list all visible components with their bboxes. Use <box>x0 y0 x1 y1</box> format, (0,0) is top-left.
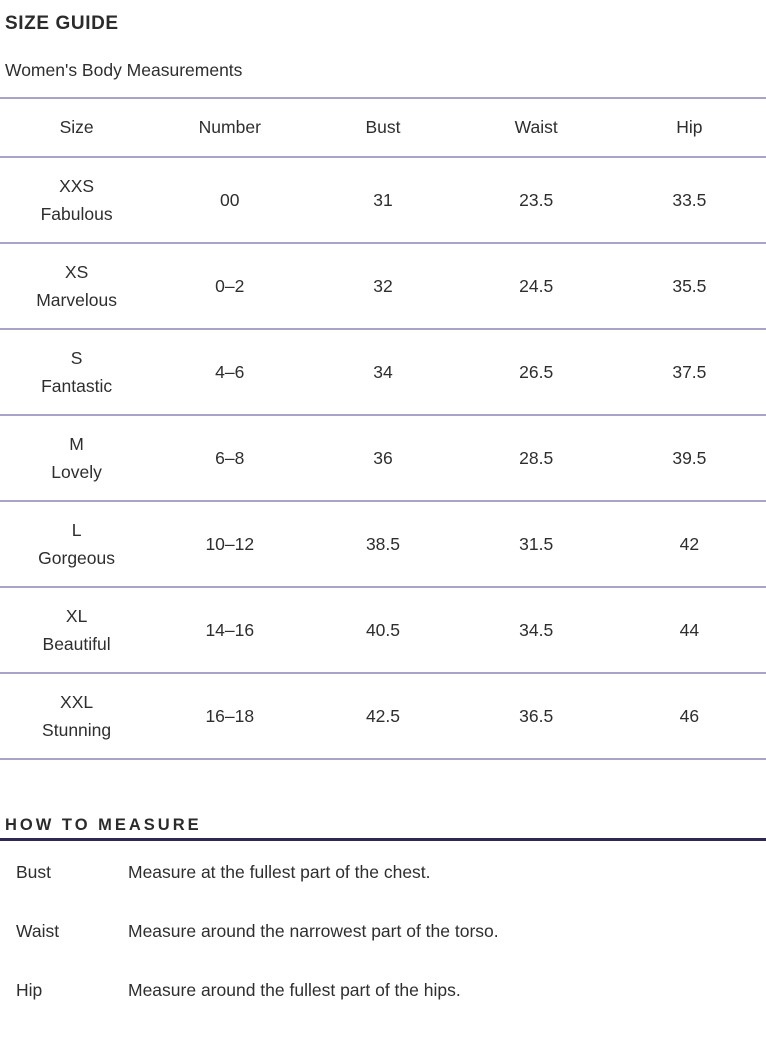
table-row: M Lovely 6–8 36 28.5 39.5 <box>0 415 766 501</box>
column-header-number: Number <box>198 117 261 137</box>
size-table-header: Size Number Bust Waist Hip <box>0 98 766 157</box>
measure-description: Measure at the fullest part of the chest… <box>128 862 431 882</box>
bust-cell: 34 <box>373 362 393 382</box>
size-nickname: Marvelous <box>36 290 117 310</box>
waist-cell: 28.5 <box>519 448 554 468</box>
table-row: XL Beautiful 14–16 40.5 34.5 44 <box>0 587 766 673</box>
size-nickname: Beautiful <box>42 634 111 654</box>
bust-cell: 40.5 <box>365 620 400 640</box>
waist-cell: 34.5 <box>519 620 554 640</box>
column-header-size: Size <box>59 117 94 137</box>
size-nickname: Fabulous <box>40 204 113 224</box>
size-cell: XL Beautiful <box>0 587 153 673</box>
hip-cell: 39.5 <box>672 448 707 468</box>
measure-label: Bust <box>16 862 52 882</box>
column-header-bust: Bust <box>365 117 401 137</box>
hip-cell: 42 <box>679 534 700 554</box>
bust-cell: 31 <box>373 190 393 210</box>
size-nickname: Fantastic <box>41 376 113 396</box>
size-cell: XS Marvelous <box>0 243 153 329</box>
column-header-waist: Waist <box>514 117 558 137</box>
hip-cell: 37.5 <box>672 362 707 382</box>
measure-description: Measure around the fullest part of the h… <box>128 980 461 1000</box>
size-label: L <box>71 520 82 540</box>
measure-label: Waist <box>16 921 60 941</box>
size-nickname: Gorgeous <box>38 548 116 568</box>
heading-divider <box>0 838 766 841</box>
column-header-hip: Hip <box>676 117 703 137</box>
bust-cell: 36 <box>373 448 393 468</box>
number-cell: 0–2 <box>215 276 245 296</box>
number-cell: 14–16 <box>205 620 255 640</box>
table-row: XS Marvelous 0–2 32 24.5 35.5 <box>0 243 766 329</box>
measure-item: Hip Measure around the fullest part of t… <box>16 979 766 1001</box>
size-cell: M Lovely <box>0 415 153 501</box>
hip-cell: 35.5 <box>672 276 707 296</box>
table-row: L Gorgeous 10–12 38.5 31.5 42 <box>0 501 766 587</box>
waist-cell: 23.5 <box>519 190 554 210</box>
waist-cell: 26.5 <box>519 362 554 382</box>
header-row: Size Number Bust Waist Hip <box>0 98 766 157</box>
table-subtitle: Women's Body Measurements <box>5 60 243 80</box>
size-cell: XXS Fabulous <box>0 157 153 243</box>
waist-cell: 36.5 <box>519 706 554 726</box>
hip-cell: 33.5 <box>672 190 707 210</box>
number-cell: 10–12 <box>205 534 255 554</box>
how-to-measure-heading: HOW TO MEASURE <box>5 816 202 834</box>
number-cell: 16–18 <box>205 706 255 726</box>
number-cell: 4–6 <box>215 362 245 382</box>
measure-item: Waist Measure around the narrowest part … <box>16 920 766 942</box>
size-cell: L Gorgeous <box>0 501 153 587</box>
table-row: XXL Stunning 16–18 42.5 36.5 46 <box>0 673 766 759</box>
number-cell: 00 <box>220 190 240 210</box>
hip-cell: 44 <box>679 620 700 640</box>
size-table-body: XXS Fabulous 00 31 23.5 33.5 XS Marvelou… <box>0 157 766 759</box>
number-cell: 6–8 <box>215 448 245 468</box>
how-to-measure-section: HOW TO MEASURE Bust Measure at the fulle… <box>0 812 766 1038</box>
size-label: XL <box>65 606 88 626</box>
measure-label: Hip <box>16 980 43 1000</box>
page-title: SIZE GUIDE <box>5 12 119 34</box>
measure-description: Measure around the narrowest part of the… <box>128 921 499 941</box>
bust-cell: 38.5 <box>365 534 400 554</box>
bust-cell: 42.5 <box>365 706 400 726</box>
size-guide-table: Size Number Bust Waist Hip XXS Fabulous … <box>0 97 766 760</box>
size-label: XS <box>64 262 89 282</box>
measure-item: Bust Measure at the fullest part of the … <box>16 861 766 883</box>
table-row: XXS Fabulous 00 31 23.5 33.5 <box>0 157 766 243</box>
waist-cell: 31.5 <box>519 534 554 554</box>
hip-cell: 46 <box>679 706 700 726</box>
waist-cell: 24.5 <box>519 276 554 296</box>
size-label: XXS <box>59 176 95 196</box>
size-nickname: Stunning <box>42 720 112 740</box>
table-row: S Fantastic 4–6 34 26.5 37.5 <box>0 329 766 415</box>
size-cell: XXL Stunning <box>0 673 153 759</box>
size-nickname: Lovely <box>51 462 102 482</box>
size-label: XXL <box>60 692 94 712</box>
size-cell: S Fantastic <box>0 329 153 415</box>
measure-list: Bust Measure at the fullest part of the … <box>0 861 766 1001</box>
size-label: S <box>70 348 83 368</box>
bust-cell: 32 <box>373 276 393 296</box>
size-label: M <box>69 434 84 454</box>
